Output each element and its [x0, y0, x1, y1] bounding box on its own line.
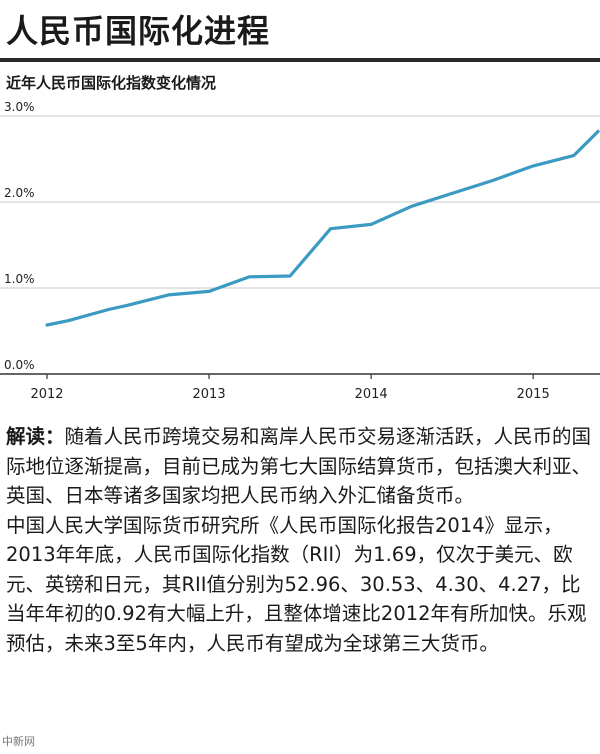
article-body: 解读：随着人民币跨境交易和离岸人民币交易逐渐活跃，人民币的国际地位逐渐提高，目前… [6, 422, 596, 658]
chart-grid [0, 115, 600, 375]
y-tick-label: 0.0% [4, 358, 35, 372]
series-line [45, 129, 600, 327]
chart-series [45, 129, 600, 327]
watermark: 中新网 [2, 735, 35, 748]
chart-title: 近年人民币国际化指数变化情况 [6, 74, 217, 92]
x-axis-ticks: 2012 2013 2014 2015 [30, 374, 550, 402]
x-tick-label: 2013 [193, 387, 226, 402]
x-tick-label: 2014 [355, 387, 388, 402]
paragraph-2: 中国人民大学国际货币研究所《人民币国际化报告2014》显示，2013年年底，人民… [6, 513, 587, 655]
y-tick-label: 2.0% [4, 186, 35, 200]
lead-label: 解读： [6, 425, 65, 448]
x-tick-label: 2012 [30, 387, 63, 402]
line-chart: 0.0% 1.0% 2.0% 3.0% 2012 2013 2014 2015 [0, 100, 600, 402]
y-tick-label: 1.0% [4, 272, 35, 286]
paragraph-1: 解读：随着人民币跨境交易和离岸人民币交易逐渐活跃，人民币的国际地位逐渐提高，目前… [6, 422, 596, 511]
paragraph-1-text: 随着人民币跨境交易和离岸人民币交易逐渐活跃，人民币的国际地位逐渐提高，目前已成为… [6, 425, 592, 507]
x-tick-label: 2015 [517, 387, 550, 402]
page-headline: 人民币国际化进程 [6, 12, 271, 50]
headline-divider [0, 58, 600, 62]
y-tick-label: 3.0% [4, 100, 35, 114]
y-axis-ticks: 0.0% 1.0% 2.0% 3.0% [4, 100, 35, 372]
